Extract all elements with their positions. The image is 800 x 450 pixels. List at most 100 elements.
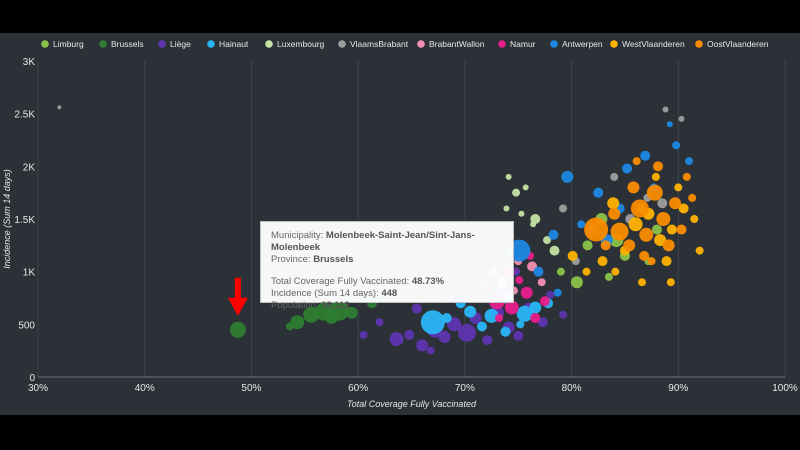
data-point[interactable] bbox=[537, 317, 548, 328]
data-point[interactable] bbox=[229, 321, 246, 338]
data-point[interactable] bbox=[630, 199, 649, 218]
data-point[interactable] bbox=[513, 330, 524, 341]
data-point[interactable] bbox=[647, 257, 656, 266]
data-point[interactable] bbox=[567, 250, 578, 261]
data-point[interactable] bbox=[420, 310, 445, 335]
data-point[interactable] bbox=[411, 303, 422, 314]
data-point[interactable] bbox=[597, 256, 608, 267]
data-point[interactable] bbox=[622, 163, 633, 174]
data-point[interactable] bbox=[290, 315, 305, 330]
legend-item-westvlaanderen[interactable]: WestVlaanderen bbox=[610, 39, 685, 49]
data-point[interactable] bbox=[359, 330, 368, 339]
data-point[interactable] bbox=[577, 220, 586, 229]
data-point[interactable] bbox=[582, 267, 591, 276]
data-point[interactable] bbox=[639, 227, 654, 242]
data-point[interactable] bbox=[537, 278, 546, 287]
data-point[interactable] bbox=[672, 141, 681, 150]
data-point[interactable] bbox=[639, 250, 650, 261]
data-point[interactable] bbox=[608, 207, 621, 220]
data-point[interactable] bbox=[553, 288, 562, 297]
data-point[interactable] bbox=[324, 309, 339, 324]
data-point[interactable] bbox=[533, 266, 544, 277]
data-point[interactable] bbox=[666, 224, 677, 235]
data-point[interactable] bbox=[516, 305, 533, 322]
data-point[interactable] bbox=[529, 301, 542, 314]
data-point[interactable] bbox=[556, 267, 565, 276]
data-point[interactable] bbox=[582, 240, 593, 251]
data-point[interactable] bbox=[438, 330, 451, 343]
data-point[interactable] bbox=[548, 229, 559, 240]
legend-item-vlaamsbrabant[interactable]: VlaamsBrabant bbox=[338, 39, 409, 49]
data-point[interactable] bbox=[623, 239, 636, 252]
data-point[interactable] bbox=[607, 197, 620, 210]
data-point[interactable] bbox=[500, 326, 511, 337]
data-point[interactable] bbox=[559, 204, 568, 213]
data-point[interactable] bbox=[404, 329, 415, 340]
data-point[interactable] bbox=[530, 313, 541, 324]
data-point[interactable] bbox=[628, 217, 643, 232]
data-point[interactable] bbox=[549, 245, 560, 256]
legend-item-namur[interactable]: Namur bbox=[498, 39, 536, 49]
data-point[interactable] bbox=[559, 310, 568, 319]
data-point[interactable] bbox=[593, 187, 604, 198]
data-point[interactable] bbox=[495, 314, 504, 323]
data-point[interactable] bbox=[345, 306, 358, 319]
data-point[interactable] bbox=[441, 313, 452, 324]
data-point[interactable] bbox=[669, 197, 682, 210]
data-point[interactable] bbox=[520, 286, 533, 299]
data-point[interactable] bbox=[389, 332, 404, 347]
data-point[interactable] bbox=[375, 318, 384, 327]
data-point[interactable] bbox=[546, 290, 555, 299]
data-point[interactable] bbox=[662, 239, 675, 252]
data-point[interactable] bbox=[457, 323, 476, 342]
data-point[interactable] bbox=[666, 278, 675, 287]
data-point[interactable] bbox=[610, 222, 629, 241]
legend-item-brabantwallon[interactable]: BrabantWallon bbox=[417, 39, 485, 49]
data-point[interactable] bbox=[651, 172, 660, 181]
data-point[interactable] bbox=[611, 267, 620, 276]
data-point[interactable] bbox=[666, 121, 673, 128]
data-point[interactable] bbox=[504, 300, 519, 315]
data-point[interactable] bbox=[674, 183, 683, 192]
data-point[interactable] bbox=[57, 105, 62, 110]
data-point[interactable] bbox=[512, 188, 521, 197]
data-point[interactable] bbox=[530, 221, 537, 228]
data-point[interactable] bbox=[570, 276, 583, 289]
data-point[interactable] bbox=[515, 276, 524, 285]
data-point[interactable] bbox=[561, 170, 574, 183]
data-point[interactable] bbox=[416, 339, 429, 352]
data-point[interactable] bbox=[678, 115, 685, 122]
data-point[interactable] bbox=[690, 215, 699, 223]
data-point[interactable] bbox=[662, 106, 669, 113]
data-point[interactable] bbox=[285, 322, 294, 331]
data-point[interactable] bbox=[678, 203, 689, 214]
data-point[interactable] bbox=[426, 346, 435, 355]
legend-item-hainaut[interactable]: Hainaut bbox=[207, 39, 249, 49]
data-point[interactable] bbox=[646, 184, 663, 201]
data-point[interactable] bbox=[516, 320, 525, 329]
data-point[interactable] bbox=[656, 212, 671, 226]
legend-item-li-ge[interactable]: Liège bbox=[158, 39, 191, 49]
legend-item-limburg[interactable]: Limburg bbox=[41, 39, 84, 49]
data-point[interactable] bbox=[476, 321, 487, 332]
data-point[interactable] bbox=[627, 181, 640, 194]
data-point[interactable] bbox=[584, 217, 609, 242]
data-point[interactable] bbox=[610, 172, 619, 181]
data-point[interactable] bbox=[543, 236, 552, 245]
data-point[interactable] bbox=[653, 161, 664, 172]
data-point[interactable] bbox=[503, 205, 510, 212]
data-point[interactable] bbox=[684, 157, 693, 166]
data-point[interactable] bbox=[651, 224, 662, 235]
data-point[interactable] bbox=[464, 305, 477, 318]
data-point[interactable] bbox=[640, 150, 651, 161]
data-point[interactable] bbox=[657, 198, 668, 209]
data-point[interactable] bbox=[539, 296, 550, 307]
legend-item-antwerpen[interactable]: Antwerpen bbox=[550, 39, 603, 49]
data-point[interactable] bbox=[676, 224, 687, 235]
data-point[interactable] bbox=[682, 172, 691, 181]
data-point[interactable] bbox=[518, 210, 525, 217]
data-point[interactable] bbox=[632, 157, 641, 166]
data-point[interactable] bbox=[695, 246, 704, 255]
data-point[interactable] bbox=[604, 272, 613, 281]
legend-item-oostvlaanderen[interactable]: OostVlaanderen bbox=[695, 39, 769, 49]
